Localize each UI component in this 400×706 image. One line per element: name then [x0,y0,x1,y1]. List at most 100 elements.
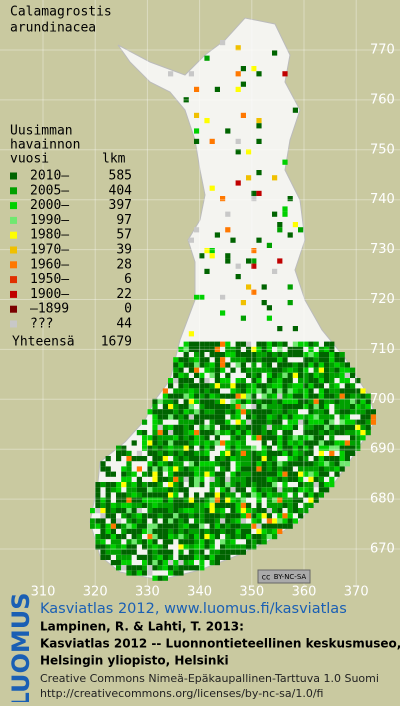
header-link[interactable]: Kasviatlas 2012, www.luomus.fi/kasviatla… [40,601,347,617]
legend-heading: havainnon [10,138,80,153]
grid-cell [136,492,142,498]
grid-cell [246,430,252,436]
grid-cell [261,284,267,290]
grid-cell [188,419,194,425]
grid-cell [209,461,215,467]
grid-cell [235,461,241,467]
grid-cell [277,487,283,493]
grid-cell [194,466,200,472]
grid-cell [209,185,215,191]
grid-cell [116,502,122,508]
grid-cell [230,445,236,451]
grid-cell [292,367,298,373]
grid-cell [266,315,272,321]
grid-cell [298,440,304,446]
grid-cell [308,502,314,508]
grid-cell [194,565,200,571]
grid-cell [220,419,226,425]
grid-cell [178,388,184,394]
grid-cell [142,471,148,477]
grid-cell [256,534,262,540]
grid-cell [199,357,205,363]
grid-cell [235,138,241,144]
grid-cell [178,414,184,420]
grid-cell [162,435,168,441]
grid-cell [324,414,330,420]
grid-cell [225,492,231,498]
grid-cell [230,398,236,404]
grid-cell [344,398,350,404]
grid-cell [142,554,148,560]
grid-cell [204,518,210,524]
grid-cell [188,476,194,482]
grid-cell [121,549,127,555]
grid-cell [308,404,314,410]
grid-cell [214,388,220,394]
grid-cell [173,471,179,477]
grid-cell [178,357,184,363]
grid-cell [318,492,324,498]
grid-cell [282,409,288,415]
grid-cell [131,528,137,534]
grid-cell [183,435,189,441]
grid-cell [282,414,288,420]
grid-cell [152,440,158,446]
license-badge: cc BY-NC-SA [257,569,311,584]
grid-cell [240,528,246,534]
grid-cell [318,372,324,378]
grid-cell [183,492,189,498]
grid-cell [240,471,246,477]
grid-cell [256,502,262,508]
grid-cell [147,549,153,555]
grid-cell [298,482,304,488]
grid-cell [173,362,179,368]
grid-cell [266,388,272,394]
grid-cell [173,414,179,420]
grid-cell [287,466,293,472]
grid-cell [282,424,288,430]
grid-cell [261,513,267,519]
grid-cell [292,487,298,493]
grid-cell [230,513,236,519]
grid-cell [183,430,189,436]
grid-cell [95,492,101,498]
grid-cell [261,523,267,529]
grid-cell [136,502,142,508]
grid-cell [324,378,330,384]
grid-cell [261,534,267,540]
grid-cell [339,404,345,410]
grid-cell [199,435,205,441]
grid-cell [298,419,304,425]
grid-cell [178,565,184,571]
grid-cell [214,367,220,373]
grid-cell [318,461,324,467]
grid-cell [324,461,330,467]
grid-cell [194,357,200,363]
grid-cell [292,456,298,462]
grid-cell [344,445,350,451]
grid-cell [209,508,215,514]
grid-cell [147,445,153,451]
grid-cell [194,227,200,233]
grid-cell [178,430,184,436]
grid-cell [194,502,200,508]
grid-cell [126,554,132,560]
grid-cell [194,414,200,420]
grid-cell [251,404,257,410]
grid-cell [121,544,127,550]
grid-cell [142,570,148,576]
grid-cell [168,560,174,566]
grid-cell [246,544,252,550]
grid-cell [199,393,205,399]
grid-cell [308,440,314,446]
grid-cell [142,456,148,462]
grid-cell [246,508,252,514]
grid-cell [157,461,163,467]
grid-cell [308,476,314,482]
grid-cell [152,482,158,488]
grid-cell [168,424,174,430]
grid-cell [308,398,314,404]
grid-cell [121,502,127,508]
grid-cell [266,383,272,389]
grid-cell [303,362,309,368]
